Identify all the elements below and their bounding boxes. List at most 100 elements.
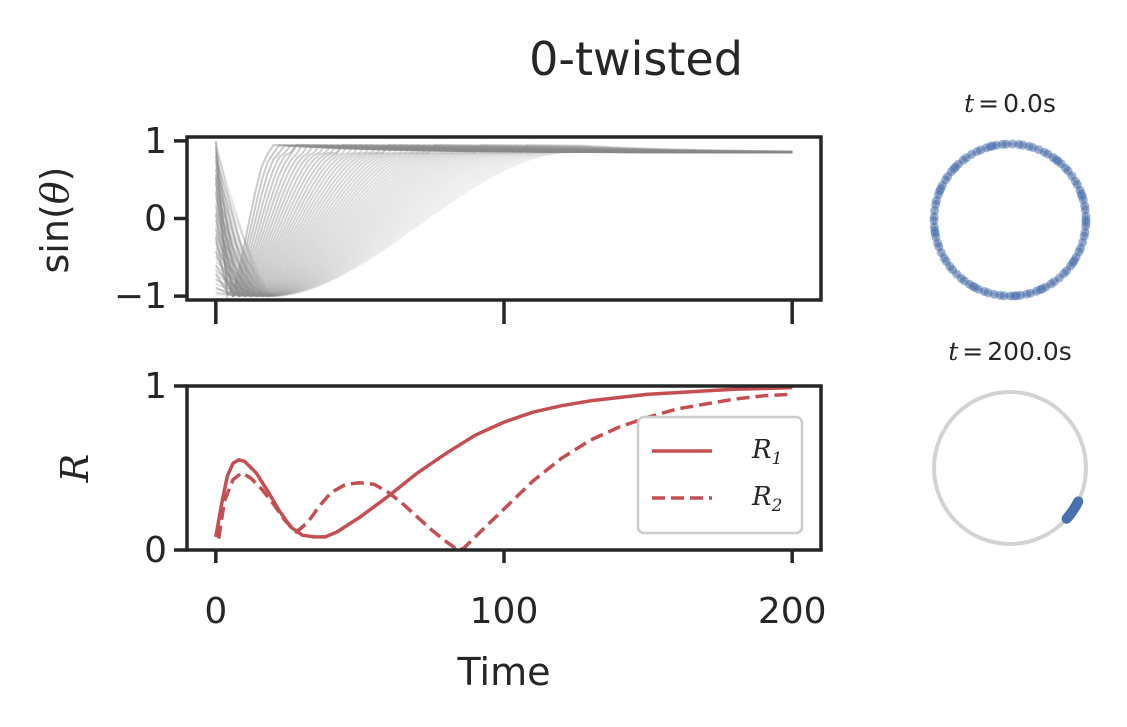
phase-circle-initial-dots <box>929 139 1091 301</box>
oscillator-dot <box>1009 291 1019 301</box>
order-parameter-x-tick-label: 100 <box>470 591 539 632</box>
oscillator-dot <box>1077 191 1087 201</box>
oscillator-dot <box>1014 140 1024 149</box>
order-parameter-x-tick-label: 0 <box>204 591 227 632</box>
trajectory-line <box>214 143 793 298</box>
trajectory-line <box>215 143 793 298</box>
order-parameter-line-r1 <box>214 385 793 539</box>
trajectory-line <box>214 144 793 298</box>
trajectory-line <box>214 143 793 294</box>
oscillator-dot <box>1039 147 1049 157</box>
trajectory-line <box>214 143 793 297</box>
trajectory-line <box>214 143 793 298</box>
oscillator-dot <box>1081 217 1091 227</box>
order-parameter-x-tick-label: 200 <box>758 591 827 632</box>
trajectory-line <box>214 143 793 296</box>
trajectory-line <box>214 144 793 298</box>
oscillator-dot <box>936 184 946 194</box>
trajectory-line <box>214 143 793 297</box>
oscillator-dot <box>988 141 998 151</box>
trajectory-line <box>214 143 793 298</box>
trajectory-line <box>215 143 793 297</box>
oscillator-dot <box>951 162 961 172</box>
order-parameter-lines <box>214 385 793 552</box>
trajectory-line <box>214 144 793 298</box>
order-parameter-x-ticks: 0 100 200 <box>204 550 827 632</box>
trajectory-line <box>215 143 793 298</box>
trajectory-line <box>214 143 793 297</box>
phase-circle-final: t = 200.0s <box>932 337 1088 546</box>
trajectory-line <box>214 143 793 297</box>
trajectory-lines <box>214 140 793 299</box>
sin-theta-y-tick-label: 0 <box>144 199 167 240</box>
order-parameter-panel: 01 0 100 200 R Time R1 R2 <box>53 366 827 694</box>
order-parameter-ylabel: R <box>53 454 97 484</box>
oscillator-dot <box>1080 228 1090 237</box>
trajectory-line <box>214 142 793 297</box>
oscillator-dot <box>1076 243 1085 253</box>
trajectory-line <box>214 144 793 298</box>
trajectory-line <box>215 143 793 298</box>
legend-label-r2: R2 <box>751 482 782 516</box>
trajectory-line <box>214 143 793 297</box>
order-parameter-y-tick-label: 0 <box>144 530 167 571</box>
trajectory-line <box>214 144 793 298</box>
trajectory-line <box>214 143 793 298</box>
oscillator-dot <box>1049 277 1059 287</box>
trajectory-line <box>214 144 793 298</box>
x-axis-label: Time <box>457 650 551 694</box>
oscillator-dot <box>1081 211 1091 221</box>
oscillator-dot <box>968 281 978 291</box>
trajectory-line <box>214 143 793 297</box>
trajectory-line <box>215 144 793 298</box>
trajectory-line <box>215 143 793 298</box>
oscillator-dot <box>998 139 1008 149</box>
trajectory-line <box>214 144 793 298</box>
oscillator-dot <box>1073 496 1084 507</box>
oscillator-dot <box>930 226 940 236</box>
legend: R1 R2 <box>636 415 804 535</box>
phase-circle-final-dots <box>1061 496 1084 524</box>
oscillator-dot <box>983 288 993 298</box>
oscillator-dot <box>934 242 944 252</box>
trajectory-line <box>214 140 793 299</box>
trajectory-line <box>214 143 793 298</box>
trajectory-line <box>215 143 793 297</box>
order-parameter-line-r2 <box>216 392 793 552</box>
order-parameter-y-ticks: 01 <box>144 366 187 571</box>
oscillator-dot <box>1026 288 1035 298</box>
trajectory-line <box>214 143 793 298</box>
trajectory-line <box>214 143 793 298</box>
phase-circle-initial-title: t = 0.0s <box>964 89 1056 118</box>
trajectory-line <box>214 143 793 298</box>
order-parameter-y-tick-label: 1 <box>144 366 167 407</box>
phase-circle-final-ring <box>932 390 1088 546</box>
sin-theta-y-ticks: −1 0 1 <box>114 121 187 317</box>
trajectory-line <box>214 144 793 298</box>
oscillator-dot <box>999 291 1009 301</box>
trajectory-line <box>215 143 793 298</box>
oscillator-dot <box>947 265 957 275</box>
trajectory-line <box>214 143 793 298</box>
oscillator-dot <box>1024 141 1034 151</box>
sin-theta-y-tick-label: −1 <box>114 276 167 317</box>
oscillator-dot <box>1068 258 1078 268</box>
trajectory-line <box>214 143 793 297</box>
oscillator-dot <box>1080 201 1090 211</box>
oscillator-dot <box>1070 176 1080 186</box>
sin-theta-x-ticks <box>214 300 794 324</box>
oscillator-dot <box>1062 266 1072 276</box>
trajectory-line <box>214 143 793 298</box>
oscillator-dot <box>1053 156 1063 166</box>
oscillator-dot <box>972 147 982 156</box>
oscillator-dot <box>1035 285 1045 295</box>
trajectory-line <box>215 143 793 298</box>
figure-title: 0-twisted <box>529 32 743 86</box>
trajectory-line <box>215 143 793 298</box>
trajectory-line <box>214 144 793 296</box>
trajectory-line <box>214 143 793 298</box>
trajectory-line <box>214 143 793 298</box>
trajectory-line <box>214 143 793 297</box>
oscillator-dot <box>1061 163 1070 173</box>
